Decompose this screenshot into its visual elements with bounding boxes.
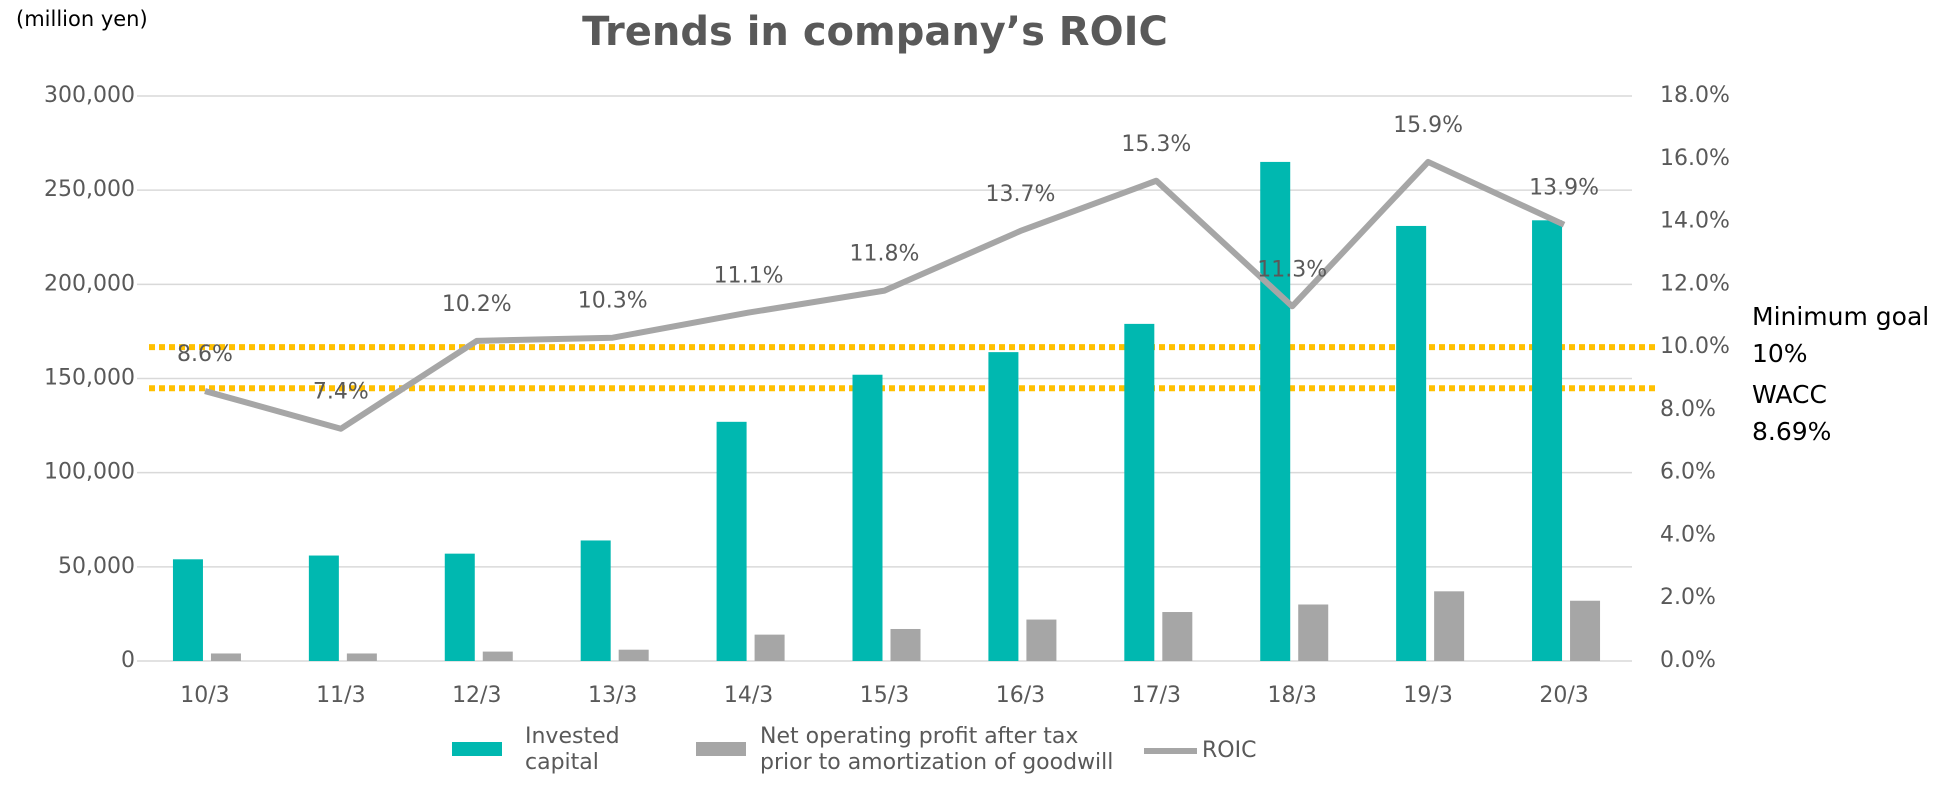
bar	[988, 352, 1019, 661]
bar	[716, 421, 747, 661]
y-tick-label: 0	[121, 648, 135, 673]
x-tick-label: 14/3	[724, 683, 773, 708]
y2-tick-label: 10.0%	[1660, 334, 1730, 359]
chart-title: Trends in company’s ROIC	[582, 9, 1168, 55]
y2-tick-label: 4.0%	[1660, 522, 1716, 547]
x-tick-label: 11/3	[316, 683, 365, 708]
data-label: 7.4%	[313, 380, 369, 405]
data-label: 11.1%	[714, 264, 784, 289]
x-tick-label: 17/3	[1132, 683, 1181, 708]
y-tick-label: 50,000	[58, 554, 135, 579]
y-tick-label: 300,000	[44, 83, 135, 108]
annotation: WACC 8.69%	[1752, 380, 1832, 446]
x-tick-label: 15/3	[860, 683, 909, 708]
data-label: 10.2%	[442, 292, 512, 317]
bar	[482, 651, 513, 661]
y2-tick-label: 18.0%	[1660, 83, 1730, 108]
bar	[444, 553, 475, 661]
y-tick-label: 250,000	[44, 177, 135, 202]
bar	[1298, 604, 1329, 661]
annotation: Minimum goal 10%	[1752, 302, 1930, 368]
data-label: 15.3%	[1121, 132, 1191, 157]
y2-tick-label: 6.0%	[1660, 460, 1716, 485]
data-label: 8.6%	[177, 342, 233, 367]
line	[204, 158, 1566, 432]
y-tick-label: 100,000	[44, 460, 135, 485]
bar	[1162, 612, 1193, 661]
bar	[890, 628, 921, 661]
legend-label: ROIC	[1202, 738, 1257, 763]
y-tick-label: 150,000	[44, 366, 135, 391]
bar	[1570, 600, 1601, 661]
x-tick-label: 18/3	[1268, 683, 1317, 708]
legend-swatch	[696, 742, 746, 756]
bar	[618, 649, 649, 661]
y2-tick-label: 2.0%	[1660, 585, 1716, 610]
x-tick-label: 10/3	[180, 683, 229, 708]
data-label: 11.8%	[850, 242, 920, 267]
y2-tick-label: 12.0%	[1660, 271, 1730, 296]
bar	[210, 653, 241, 661]
data-label: 15.9%	[1393, 113, 1463, 138]
bar	[1026, 619, 1057, 661]
y2-tick-label: 14.0%	[1660, 209, 1730, 234]
bar	[1124, 323, 1155, 661]
y-axis-label: (million yen)	[16, 7, 148, 31]
bar	[1260, 161, 1291, 661]
bar	[852, 374, 883, 661]
legend-label: Invested capital	[525, 724, 620, 775]
bar	[172, 559, 203, 661]
legend-swatch	[452, 742, 502, 756]
data-label: 13.9%	[1529, 176, 1599, 201]
bar	[754, 634, 785, 661]
data-label: 10.3%	[578, 289, 648, 314]
x-tick-label: 12/3	[452, 683, 501, 708]
x-tick-label: 20/3	[1539, 683, 1588, 708]
x-tick-label: 19/3	[1403, 683, 1452, 708]
bar	[1434, 591, 1465, 661]
data-label: 13.7%	[985, 182, 1055, 207]
legend-label: Net operating profit after tax prior to …	[760, 724, 1114, 775]
bar	[308, 555, 339, 661]
bar	[346, 653, 377, 661]
y2-tick-label: 0.0%	[1660, 648, 1716, 673]
data-label: 11.3%	[1257, 257, 1327, 282]
x-tick-label: 16/3	[996, 683, 1045, 708]
y2-tick-label: 16.0%	[1660, 146, 1730, 171]
y-tick-label: 200,000	[44, 271, 135, 296]
bar	[1532, 220, 1563, 662]
x-tick-label: 13/3	[588, 683, 637, 708]
y2-tick-label: 8.0%	[1660, 397, 1716, 422]
bar	[580, 540, 611, 661]
bar	[1396, 225, 1427, 661]
